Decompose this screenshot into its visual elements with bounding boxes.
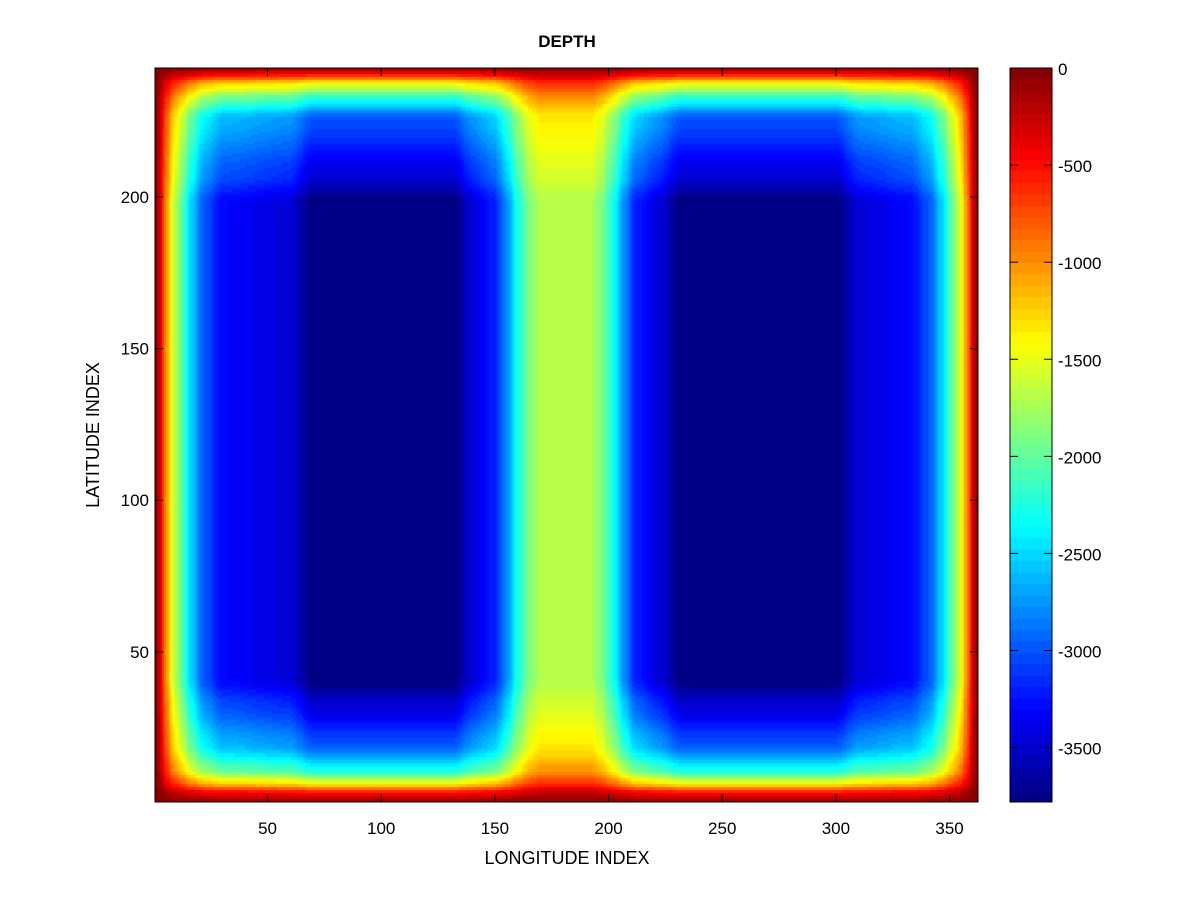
y-tick-label: 150 bbox=[121, 340, 149, 359]
y-axis-label: LATITUDE INDEX bbox=[83, 362, 103, 508]
x-axis-label: LONGITUDE INDEX bbox=[484, 848, 649, 868]
chart-title: DEPTH bbox=[538, 32, 596, 51]
colorbar bbox=[1010, 68, 1052, 802]
colorbar-frame bbox=[1009, 67, 1053, 803]
x-tick-label: 350 bbox=[935, 819, 963, 838]
x-tick-label: 250 bbox=[708, 819, 736, 838]
colorbar-tick-label: -3500 bbox=[1058, 740, 1101, 759]
y-tick-label: 100 bbox=[121, 491, 149, 510]
colorbar-tick-label: -2000 bbox=[1058, 448, 1101, 467]
colorbar-tick-label: -1000 bbox=[1058, 254, 1101, 273]
y-tick-label: 200 bbox=[121, 188, 149, 207]
colorbar-tick-label: -2500 bbox=[1058, 545, 1101, 564]
y-tick-label: 50 bbox=[130, 643, 149, 662]
x-tick-label: 300 bbox=[822, 819, 850, 838]
x-tick-label: 200 bbox=[594, 819, 622, 838]
colorbar-tick-label: 0 bbox=[1058, 60, 1067, 79]
x-tick-label: 150 bbox=[481, 819, 509, 838]
plot-frame bbox=[154, 67, 979, 803]
colorbar-tick-label: -3000 bbox=[1058, 643, 1101, 662]
depth-heatmap bbox=[155, 68, 978, 802]
y-axis-ticks: 50 100 150 200 bbox=[121, 188, 978, 662]
colorbar-tick-label: -500 bbox=[1058, 157, 1092, 176]
x-tick-label: 50 bbox=[258, 819, 277, 838]
x-tick-label: 100 bbox=[367, 819, 395, 838]
colorbar-ticks: 0 -500 -1000 -1500 -2000 -2500 -3000 -3500 bbox=[1010, 60, 1101, 759]
colorbar-tick-label: -1500 bbox=[1058, 351, 1101, 370]
x-axis-ticks: 50 100 150 200 250 300 350 bbox=[258, 68, 964, 838]
